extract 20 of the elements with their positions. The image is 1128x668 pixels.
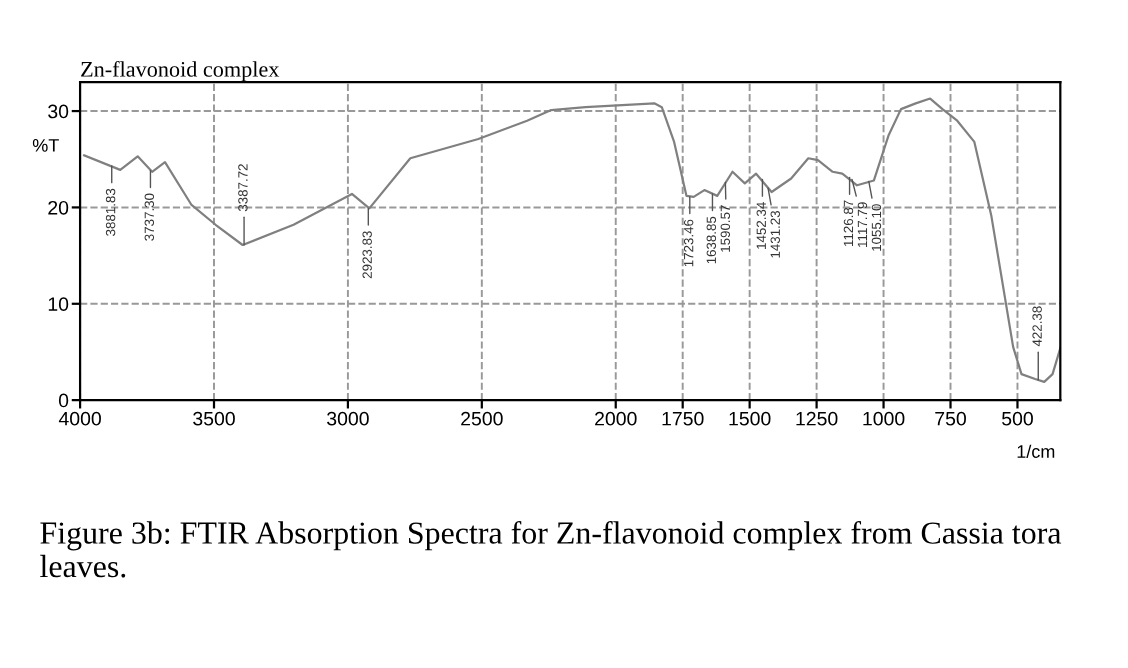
x-tick-label: 1750 xyxy=(662,411,704,426)
caption: Figure 3b: FTIR Absorption Spectra for Zn-flavonoid complex from Cassia tora leaves. xyxy=(40,521,1062,578)
line-series xyxy=(83,97,1061,383)
y-axis-title: %T xyxy=(32,139,59,152)
y-tick-label: 30 xyxy=(48,104,69,119)
y-tick-label: 0 xyxy=(58,393,69,408)
x-tick-label: 2500 xyxy=(461,411,503,426)
chart-title: Zn-flavonoid complex xyxy=(81,60,280,82)
x-tick-label: 3500 xyxy=(193,411,235,426)
y-tick-label: 20 xyxy=(48,200,69,215)
x-tick-label: 1500 xyxy=(729,411,771,426)
x-tick-label: 750 xyxy=(935,411,966,426)
x-tick-label: 4000 xyxy=(58,411,101,426)
x-tick-label: 3000 xyxy=(327,411,369,426)
x-tick-label: 500 xyxy=(1002,411,1033,426)
x-tick-label: 1000 xyxy=(863,411,905,426)
x-tick-label: 1250 xyxy=(796,411,838,426)
x-tick-label: 2000 xyxy=(595,411,637,426)
y-tick-label: 10 xyxy=(48,297,69,312)
x-axis-title: 1/cm xyxy=(1017,444,1055,458)
